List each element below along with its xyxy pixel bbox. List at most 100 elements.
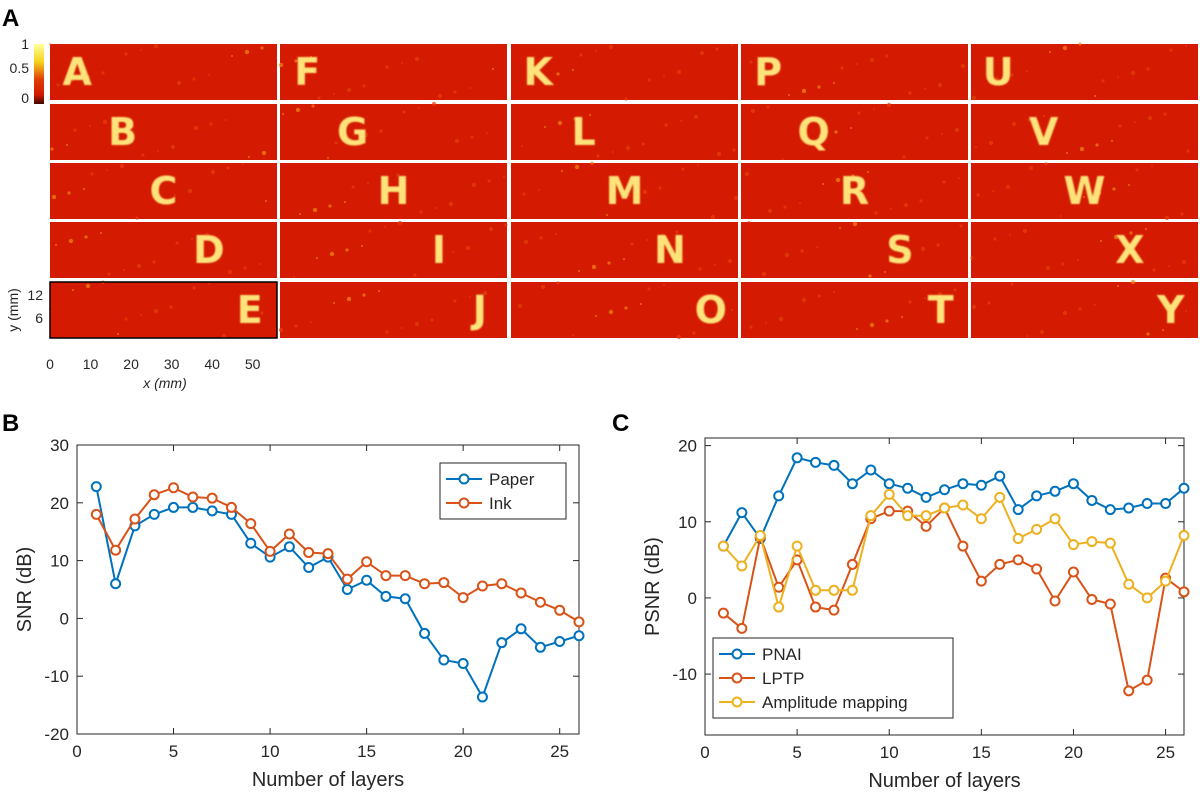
tile-speckle [782, 158, 784, 160]
tile-speckle [908, 91, 912, 95]
tile-speckle [1078, 42, 1082, 46]
tile-speckle [419, 210, 423, 214]
tile-speckle [714, 264, 716, 266]
data-point [1031, 490, 1043, 502]
tile-speckle [452, 251, 454, 253]
tile-background [971, 104, 1198, 160]
tile-speckle [1060, 215, 1062, 217]
data-point [399, 593, 411, 605]
tile-speckle [294, 324, 298, 328]
tile-speckle [192, 77, 196, 81]
x-tick-label: 20 [454, 742, 473, 761]
tile-speckle [523, 239, 529, 245]
tile-letter: A [63, 50, 93, 94]
tile-speckle [850, 127, 852, 129]
tile-speckle [907, 252, 909, 254]
tile-speckle [659, 233, 665, 239]
tile-speckle [693, 114, 699, 120]
heatmap-tile: D [50, 222, 277, 278]
tile-speckle [231, 55, 233, 57]
y-tick-label: 12 [27, 287, 43, 303]
tile-speckle [857, 111, 861, 115]
tile-speckle [641, 142, 645, 146]
tile-speckle [801, 297, 807, 303]
data-point [573, 616, 585, 628]
tile-speckle [976, 193, 980, 197]
tile-background [50, 222, 277, 278]
tile-speckle [608, 309, 614, 315]
tile-speckle [1129, 231, 1133, 235]
tile-speckle [1045, 265, 1051, 271]
tile-speckle [936, 243, 940, 247]
tile-speckle [351, 185, 355, 189]
tile-speckle [799, 202, 801, 204]
tile-speckle [153, 308, 159, 314]
tile-speckle [840, 66, 844, 70]
data-point [90, 508, 102, 520]
x-tick-label: 5 [792, 743, 801, 762]
data-point [110, 578, 122, 590]
colorbar [34, 44, 44, 104]
data-point [846, 584, 858, 596]
tile-speckle [72, 80, 74, 82]
tile-speckle [157, 150, 159, 152]
data-point [148, 489, 160, 501]
tile-speckle [243, 266, 247, 270]
tile-letter: N [654, 228, 686, 272]
data-point [754, 529, 766, 541]
tile-background [50, 282, 277, 338]
y-tick-label: 0 [60, 609, 69, 628]
tile-letter: S [886, 228, 913, 272]
data-point [1012, 504, 1024, 516]
tile-speckle [317, 96, 321, 100]
tile-speckle [959, 224, 963, 228]
data-point [187, 491, 199, 503]
data-point [994, 558, 1006, 570]
tile-speckle [208, 74, 210, 76]
data-point [168, 501, 180, 513]
tile-speckle [572, 69, 574, 71]
tile-letter: R [840, 169, 869, 213]
heatmap-tile: M [511, 161, 739, 220]
tile-speckle [971, 95, 977, 101]
tile-speckle [1117, 285, 1119, 287]
data-point [245, 537, 257, 549]
tile-speckle [765, 57, 767, 59]
tile-speckle [244, 314, 250, 320]
tile-speckle [556, 72, 560, 76]
tile-speckle [561, 170, 563, 172]
tile-speckle [1185, 45, 1187, 47]
panel-c: C 0 5 10 15 20 25 -10 0 10 20 Number of layers PSNR… [612, 410, 1190, 792]
tile-background [280, 104, 507, 160]
tile-speckle [51, 194, 57, 200]
tile-speckle [488, 226, 494, 232]
data-point [1160, 497, 1172, 509]
tile-speckle [699, 50, 705, 56]
data-point [1123, 578, 1135, 590]
y-tick-label: 20 [50, 494, 69, 513]
colorbar-ticks: 10.50 [10, 36, 30, 106]
tile-speckle [527, 81, 529, 83]
data-point [939, 502, 950, 514]
tile-speckle [680, 120, 682, 122]
tile-speckle [765, 322, 767, 324]
tile-speckle [1146, 332, 1150, 336]
tile-speckle [834, 130, 838, 134]
tile-letter: W [1064, 169, 1106, 213]
data-point [791, 452, 803, 464]
tile-speckle [805, 139, 807, 141]
tile-speckle [873, 108, 875, 110]
tile-speckle [941, 133, 943, 135]
tile-speckle [953, 288, 957, 292]
tile-speckle [624, 97, 628, 101]
tile-speckle [55, 244, 57, 246]
y-axis-label: y (mm) [5, 288, 21, 332]
tile-speckle [334, 141, 338, 145]
tile-speckle [988, 140, 994, 146]
data-point [1049, 513, 1061, 525]
tile-speckle [311, 104, 315, 108]
x-tick-label: 15 [972, 743, 991, 762]
tile-speckle [874, 211, 878, 215]
tile-speckle [378, 290, 380, 292]
tile-speckle [1026, 70, 1028, 72]
